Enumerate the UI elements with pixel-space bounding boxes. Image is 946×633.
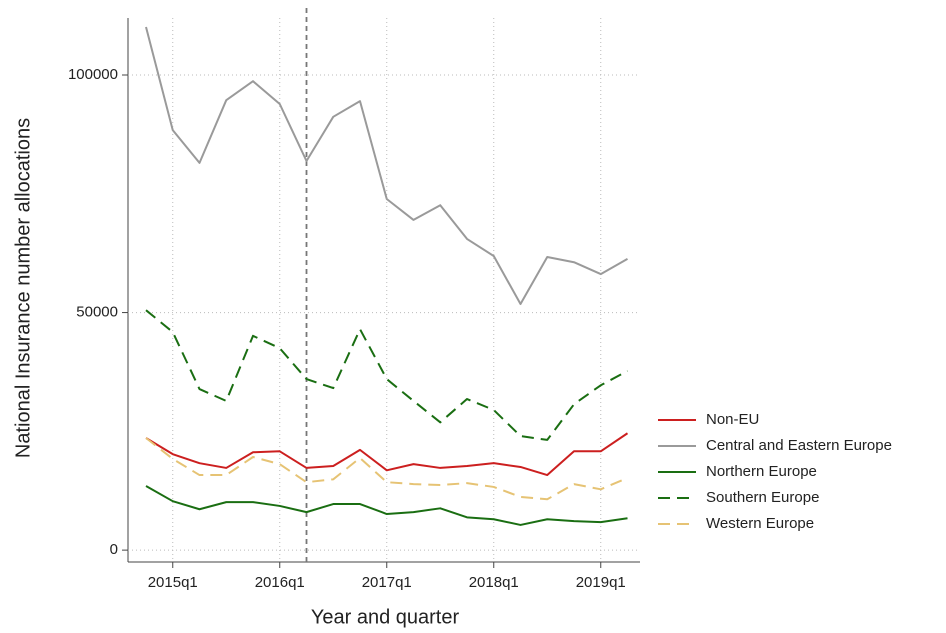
series-line: [145, 309, 628, 441]
x-tick-label: 2018q1: [469, 574, 519, 591]
legend-label: Central and Eastern Europe: [706, 437, 892, 454]
x-tick-label: 2016q1: [255, 574, 305, 591]
y-tick-label: 0: [110, 541, 118, 558]
legend-label: Southern Europe: [706, 489, 819, 506]
y-axis-title: National Insurance number allocations: [12, 118, 34, 458]
series-line: [145, 485, 628, 526]
y-tick-label: 100000: [68, 66, 118, 83]
x-tick-label: 2015q1: [148, 574, 198, 591]
series-line: [145, 432, 629, 477]
legend-label: Non-EU: [706, 411, 759, 428]
legend-label: Western Europe: [706, 515, 814, 532]
x-tick-label: 2017q1: [362, 574, 412, 591]
y-tick-label: 50000: [76, 304, 118, 321]
series-line: [145, 26, 628, 306]
x-tick-label: 2019q1: [576, 574, 626, 591]
series-line: [145, 437, 628, 501]
legend-label: Northern Europe: [706, 463, 817, 480]
x-axis-title: Year and quarter: [311, 606, 460, 628]
